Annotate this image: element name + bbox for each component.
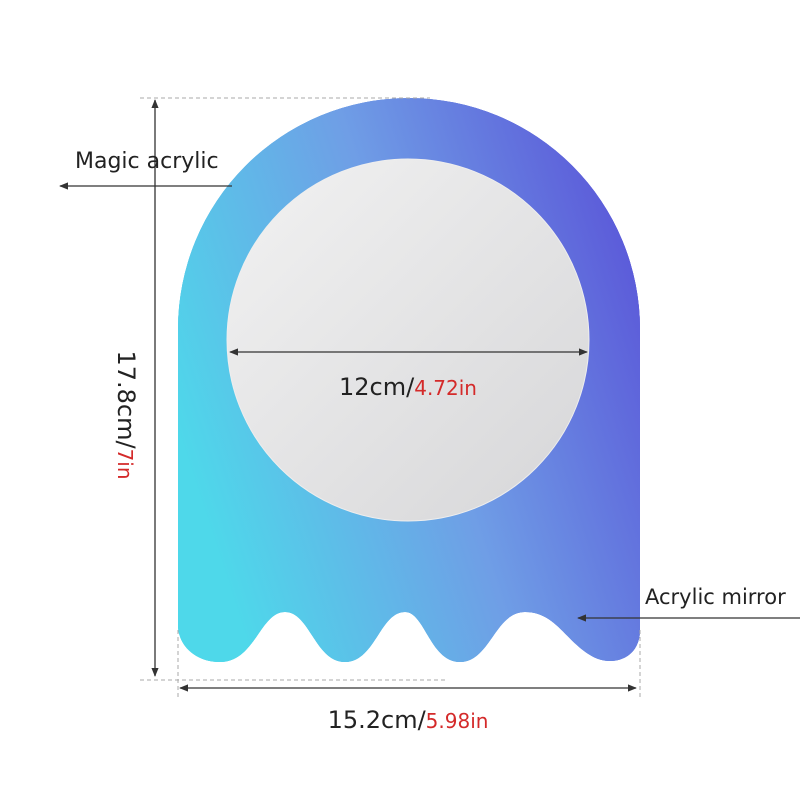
diameter-label: 12cm/4.72in [339, 373, 477, 401]
dim-cm: 12cm/ [339, 373, 415, 401]
dim-cm: 17.8cm/ [112, 350, 140, 449]
label-mirror: Acrylic mirror [645, 585, 786, 609]
label-magic: Magic acrylic [75, 149, 219, 174]
dim-inch: 7in [113, 449, 137, 480]
ghost-mirror [178, 98, 640, 663]
dim-inch: 4.72in [414, 376, 477, 400]
dim-cm: 15.2cm/ [328, 706, 427, 734]
height-label: 17.8cm/7in [112, 350, 140, 479]
width-label: 15.2cm/5.98in [328, 706, 489, 734]
dim-inch: 5.98in [426, 709, 489, 733]
